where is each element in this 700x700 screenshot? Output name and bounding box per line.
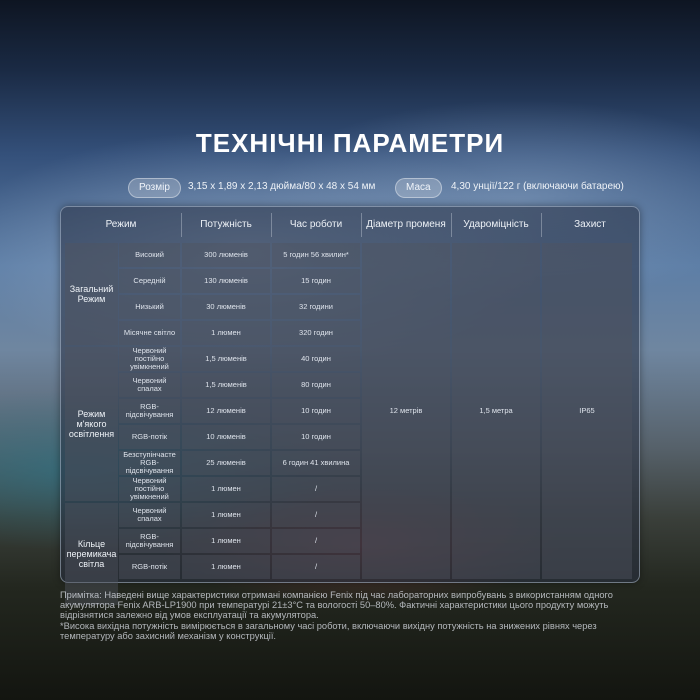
power-cell: 25 люменів <box>182 451 270 475</box>
group-label: Загальний Режим <box>65 243 118 345</box>
page-title: ТЕХНІЧНІ ПАРАМЕТРИ <box>195 128 505 158</box>
runtime-cell: 6 годин 41 хвилина <box>272 451 360 475</box>
runtime-cell: / <box>272 503 360 527</box>
runtime-cell: 10 годин <box>272 399 360 423</box>
power-cell: 1 люмен <box>182 477 270 501</box>
header-0: Режим <box>105 219 137 230</box>
power-cell: 30 люменів <box>182 295 270 319</box>
power-cell: 300 люменів <box>182 243 270 267</box>
note-text: Примітка: Наведені вище характеристики о… <box>60 590 613 621</box>
mass-label-badge: Маса <box>395 178 442 198</box>
runtime-cell: / <box>272 555 360 579</box>
mode-cell: Місячне світло <box>119 321 180 345</box>
column-divider <box>541 213 542 237</box>
mass-value: 4,30 унції/122 г (включаючи батарею) <box>451 181 624 192</box>
protection-cell: IP65 <box>542 243 632 579</box>
column-divider <box>361 213 362 237</box>
runtime-cell: 40 годин <box>272 347 360 371</box>
specs-table: Режим Потужність Час роботи Діаметр променя… <box>60 206 640 605</box>
runtime-cell: 32 години <box>272 295 360 319</box>
power-cell: 1 люмен <box>182 321 270 345</box>
beam-distance-cell: 12 метрів <box>362 243 450 579</box>
power-cell: 10 люменів <box>182 425 270 449</box>
runtime-cell: 320 годин <box>272 321 360 345</box>
mode-cell: Безступінчасте RGB-підсвічування <box>119 451 180 475</box>
column-divider <box>271 213 272 237</box>
mode-cell: RGB-підсвічування <box>119 399 180 423</box>
power-cell: 1,5 люменів <box>182 373 270 397</box>
mode-cell: Низький <box>119 295 180 319</box>
header-2: Час роботи <box>289 219 343 230</box>
mode-cell: RGB-потік <box>119 425 180 449</box>
runtime-cell: 5 годин 56 хвилин* <box>272 243 360 267</box>
mode-cell: Високий <box>119 243 180 267</box>
header-5: Захист <box>574 219 606 230</box>
size-value: 3,15 x 1,89 x 2,13 дюйма/80 x 48 x 54 мм <box>188 181 376 192</box>
runtime-cell: 80 годин <box>272 373 360 397</box>
column-divider <box>181 213 182 237</box>
header-1: Потужність <box>200 219 252 230</box>
column-divider <box>451 213 452 237</box>
mode-cell: RGB-потік <box>119 555 180 579</box>
power-cell: 1,5 люменів <box>182 347 270 371</box>
note-asterisk: *Висока вихідна потужність вимірюється в… <box>60 620 597 641</box>
group-label: Режим м'якого освітлення <box>65 347 118 501</box>
mode-cell: Червоний спалах <box>119 503 180 527</box>
header-3: Діаметр променя <box>366 219 446 230</box>
power-cell: 12 люменів <box>182 399 270 423</box>
header-4: Удароміцність <box>463 219 529 230</box>
mode-cell: Червоний постійно увімкнений <box>119 477 180 501</box>
runtime-cell: / <box>272 529 360 553</box>
mode-cell: Середній <box>119 269 180 293</box>
power-cell: 130 люменів <box>182 269 270 293</box>
runtime-cell: 10 годин <box>272 425 360 449</box>
mode-cell: Червоний постійно увімкнений <box>119 347 180 371</box>
group-label: Кільце перемикача світла <box>65 503 118 605</box>
runtime-cell: / <box>272 477 360 501</box>
runtime-cell: 15 годин <box>272 269 360 293</box>
power-cell: 1 люмен <box>182 555 270 579</box>
mode-cell: Червоний спалах <box>119 373 180 397</box>
size-label-badge: Розмір <box>128 178 181 198</box>
footnotes: Примітка: Наведені вище характеристики о… <box>60 590 650 641</box>
mode-cell: RGB-підсвічування <box>119 529 180 553</box>
power-cell: 1 люмен <box>182 503 270 527</box>
impact-resistance-cell: 1,5 метра <box>452 243 540 579</box>
power-cell: 1 люмен <box>182 529 270 553</box>
